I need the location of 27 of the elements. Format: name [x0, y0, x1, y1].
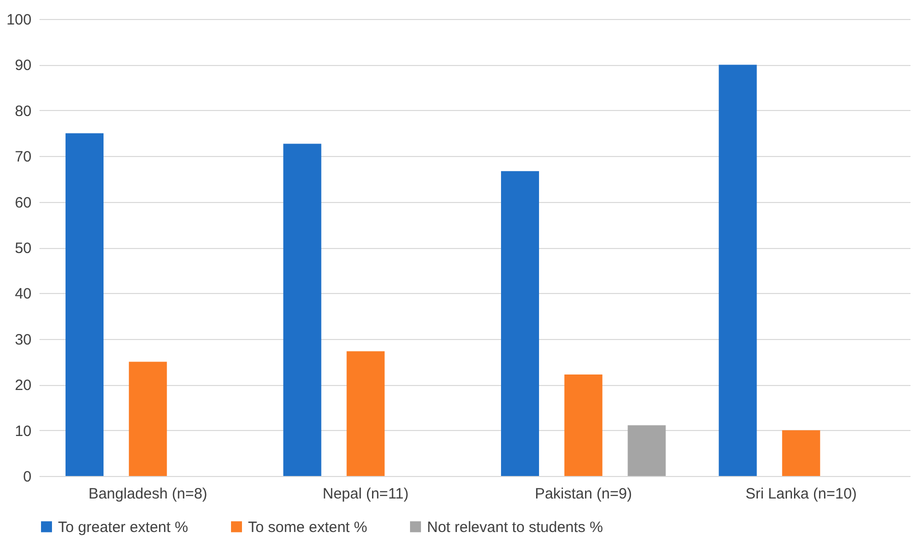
- legend-label: To greater extent %: [58, 518, 188, 536]
- y-tick-label: 80: [14, 102, 32, 120]
- x-tick-label: Sri Lanka (n=10): [745, 486, 857, 502]
- bar: [628, 425, 666, 476]
- y-tick-label: 90: [14, 57, 32, 74]
- bar: [718, 64, 757, 476]
- bar: [346, 351, 385, 476]
- y-tick-label: 50: [14, 240, 32, 257]
- y-tick-label: 100: [6, 12, 32, 28]
- legend-label: To some extent %: [248, 518, 368, 536]
- legend-label: Not relevant to students %: [427, 518, 603, 536]
- bar: [66, 133, 104, 476]
- bar: [501, 171, 540, 476]
- bar: [782, 430, 820, 476]
- y-tick-label: 60: [14, 194, 32, 212]
- y-tick-label: 70: [14, 148, 32, 166]
- x-tick-label: Pakistan (n=9): [534, 486, 632, 502]
- bar: [128, 362, 167, 476]
- y-tick-label: 30: [14, 331, 32, 348]
- y-tick-label: 10: [14, 422, 32, 440]
- x-tick-label: Nepal (n=11): [322, 486, 409, 502]
- bar: [564, 374, 602, 476]
- y-tick-label: 20: [14, 377, 32, 394]
- x-tick-label: Bangladesh (n=8): [88, 486, 208, 502]
- y-tick-label: 0: [23, 468, 32, 486]
- y-tick-label: 40: [14, 286, 32, 303]
- bar: [283, 144, 322, 476]
